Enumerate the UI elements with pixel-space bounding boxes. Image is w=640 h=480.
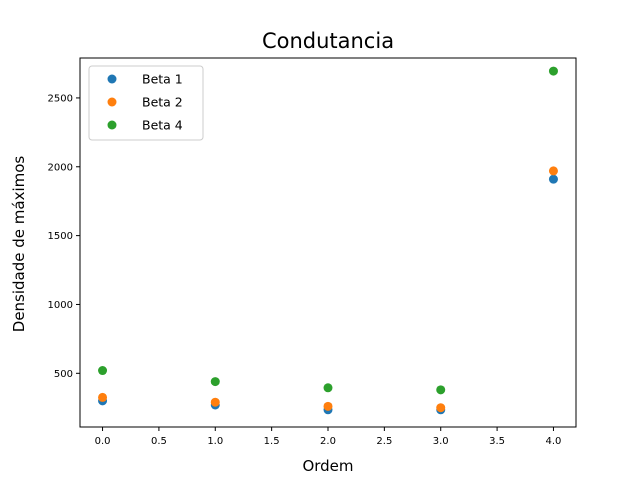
y-tick-label: 2000 [48, 162, 73, 173]
x-tick-label: 1.5 [264, 436, 280, 447]
x-tick-label: 0.0 [95, 436, 111, 447]
y-tick-label: 1500 [48, 231, 73, 242]
data-point [210, 377, 220, 387]
x-axis-ticks: 0.0 0.5 1.0 1.5 2.0 2.5 3.0 3.5 4.0 [95, 427, 562, 447]
data-point [548, 166, 558, 176]
x-tick-label: 3.5 [489, 436, 505, 447]
legend-marker [107, 97, 117, 107]
data-point [548, 66, 558, 76]
legend-label: Beta 1 [142, 72, 183, 87]
data-point [210, 397, 220, 407]
data-point [98, 392, 108, 402]
legend-label: Beta 2 [142, 95, 183, 110]
data-point [323, 401, 333, 411]
x-tick-label: 1.0 [207, 436, 223, 447]
y-tick-label: 2500 [48, 93, 73, 104]
data-point [323, 383, 333, 393]
y-tick-label: 1000 [48, 300, 73, 311]
chart-title: Condutancia [262, 29, 394, 53]
legend-marker [107, 74, 117, 84]
series-2-points [98, 166, 558, 413]
x-tick-label: 2.5 [376, 436, 392, 447]
series-3-points [98, 66, 558, 395]
legend-marker [107, 120, 117, 130]
x-tick-label: 3.0 [433, 436, 449, 447]
x-axis-label: Ordem [302, 457, 353, 475]
data-point [98, 366, 108, 376]
x-tick-label: 0.5 [151, 436, 167, 447]
legend: Beta 1 Beta 2 Beta 4 [88, 65, 204, 141]
x-tick-label: 2.0 [320, 436, 336, 447]
data-points [98, 66, 558, 415]
y-axis-ticks: 500 1000 1500 2000 2500 [48, 93, 80, 380]
data-point [436, 403, 446, 413]
y-tick-label: 500 [54, 369, 73, 380]
legend-box [88, 65, 204, 141]
data-point [548, 174, 558, 184]
y-axis-label: Densidade de máximos [10, 156, 28, 333]
x-tick-label: 4.0 [546, 436, 562, 447]
data-point [436, 385, 446, 395]
legend-label: Beta 4 [142, 118, 183, 133]
